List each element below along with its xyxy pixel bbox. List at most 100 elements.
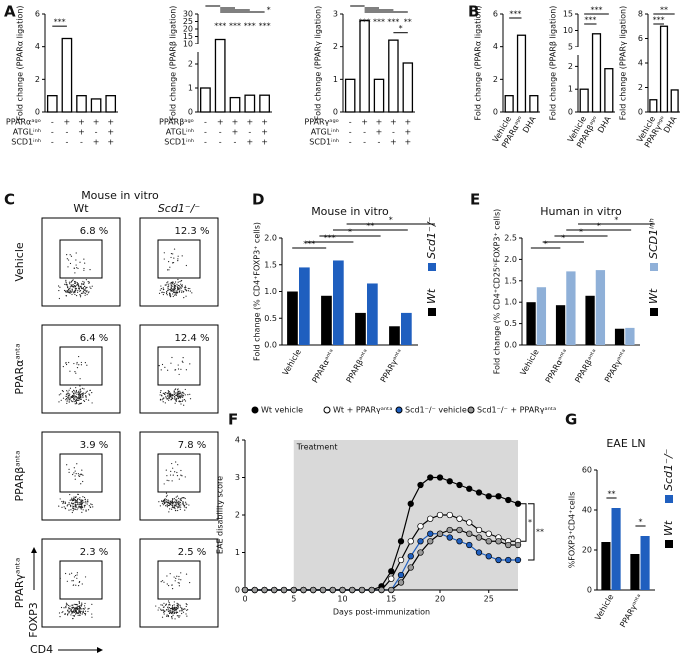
event-dot bbox=[173, 497, 175, 500]
event-dot bbox=[80, 361, 82, 364]
marker bbox=[300, 586, 307, 594]
marker bbox=[485, 538, 492, 545]
y-tick-label: 20 bbox=[582, 546, 592, 555]
significance: *** bbox=[584, 16, 596, 25]
treatment-sign: + bbox=[376, 118, 383, 127]
event-dot bbox=[184, 497, 186, 500]
marker bbox=[397, 579, 405, 586]
treatment-sign: + bbox=[404, 138, 411, 147]
treatment-sign: + bbox=[404, 128, 411, 137]
event-dot bbox=[173, 248, 176, 250]
event-dot bbox=[81, 469, 83, 471]
legend-swatch bbox=[428, 263, 436, 271]
event-dot bbox=[88, 393, 90, 395]
event-dot bbox=[67, 399, 69, 401]
event-dot bbox=[78, 355, 80, 358]
event-dot bbox=[74, 392, 76, 394]
event-dot bbox=[177, 394, 179, 396]
y-axis-label: Fold change (PPARβ ligation) bbox=[169, 6, 178, 121]
event-dot bbox=[171, 395, 173, 397]
event-dot bbox=[163, 613, 165, 615]
event-dot bbox=[161, 291, 163, 293]
y-tick-label: 6 bbox=[35, 10, 40, 19]
event-dot bbox=[180, 610, 182, 612]
y-tick-label: 2 bbox=[333, 42, 338, 51]
event-dot bbox=[68, 394, 70, 397]
event-dot bbox=[73, 362, 75, 365]
event-dot bbox=[161, 399, 163, 401]
event-dot bbox=[64, 507, 66, 509]
event-dot bbox=[87, 608, 89, 610]
event-dot bbox=[185, 613, 187, 615]
bar bbox=[61, 37, 73, 113]
y-tick-label: 1.5 bbox=[264, 260, 277, 269]
event-dot bbox=[184, 400, 187, 402]
event-dot bbox=[163, 606, 165, 608]
event-dot bbox=[181, 392, 184, 394]
event-dot bbox=[162, 288, 164, 291]
event-dot bbox=[82, 393, 84, 395]
event-dot bbox=[167, 606, 169, 608]
event-dot bbox=[171, 356, 173, 359]
event-dot bbox=[79, 497, 81, 499]
event-dot bbox=[75, 396, 78, 398]
event-dot bbox=[178, 610, 181, 612]
y-axis-label: Fold change (PPARγ ligation) bbox=[314, 6, 323, 120]
panel-letter: G bbox=[565, 411, 577, 429]
significance: * bbox=[614, 216, 618, 225]
event-dot bbox=[86, 364, 88, 366]
y-tick-label: 2 bbox=[638, 83, 643, 92]
event-dot bbox=[178, 497, 180, 499]
event-dot bbox=[155, 605, 157, 607]
event-dot bbox=[72, 291, 74, 293]
treatment-sign: - bbox=[65, 128, 68, 137]
x-tick-label: DHA bbox=[521, 114, 538, 134]
marker bbox=[427, 474, 434, 481]
event-dot bbox=[181, 607, 183, 609]
panel-title: Mouse in vitro bbox=[81, 189, 159, 202]
event-dot bbox=[170, 252, 173, 255]
event-dot bbox=[64, 613, 67, 615]
event-dot bbox=[66, 400, 68, 402]
event-dot bbox=[175, 291, 178, 293]
event-dot bbox=[171, 462, 173, 465]
y-tick-label: 2.0 bbox=[504, 255, 517, 264]
event-dot bbox=[82, 392, 84, 394]
bar bbox=[604, 68, 614, 113]
legend-label: Wt + PPARγᵃⁿᵗᵃ bbox=[333, 406, 393, 415]
event-dot bbox=[69, 387, 72, 389]
event-dot bbox=[176, 495, 179, 497]
event-dot bbox=[177, 255, 179, 257]
event-dot bbox=[71, 503, 74, 505]
event-dot bbox=[182, 394, 184, 396]
event-dot bbox=[169, 610, 171, 612]
event-dot bbox=[181, 291, 183, 293]
event-dot bbox=[163, 501, 165, 504]
event-dot bbox=[64, 502, 66, 505]
event-dot bbox=[185, 603, 187, 605]
event-dot bbox=[75, 473, 77, 475]
treatment-sign: + bbox=[232, 118, 239, 127]
event-dot bbox=[74, 611, 76, 613]
event-dot bbox=[68, 611, 71, 613]
event-dot bbox=[177, 464, 179, 466]
event-dot bbox=[176, 615, 178, 617]
event-dot bbox=[61, 500, 63, 503]
event-dot bbox=[81, 613, 83, 615]
event-dot bbox=[175, 394, 178, 396]
event-dot bbox=[69, 610, 72, 612]
treatment-sign: - bbox=[349, 128, 352, 137]
significance: * bbox=[597, 222, 601, 231]
event-dot bbox=[175, 577, 177, 579]
event-dot bbox=[73, 508, 75, 510]
treatment-label: ATGLⁱⁿʰ bbox=[311, 128, 339, 137]
event-dot bbox=[82, 499, 84, 501]
gate bbox=[157, 453, 201, 493]
event-dot bbox=[188, 504, 190, 506]
event-dot bbox=[167, 369, 169, 371]
event-dot bbox=[76, 363, 78, 365]
event-dot bbox=[80, 393, 82, 396]
axis-break bbox=[574, 47, 582, 55]
event-dot bbox=[76, 399, 79, 401]
event-dot bbox=[79, 378, 81, 380]
